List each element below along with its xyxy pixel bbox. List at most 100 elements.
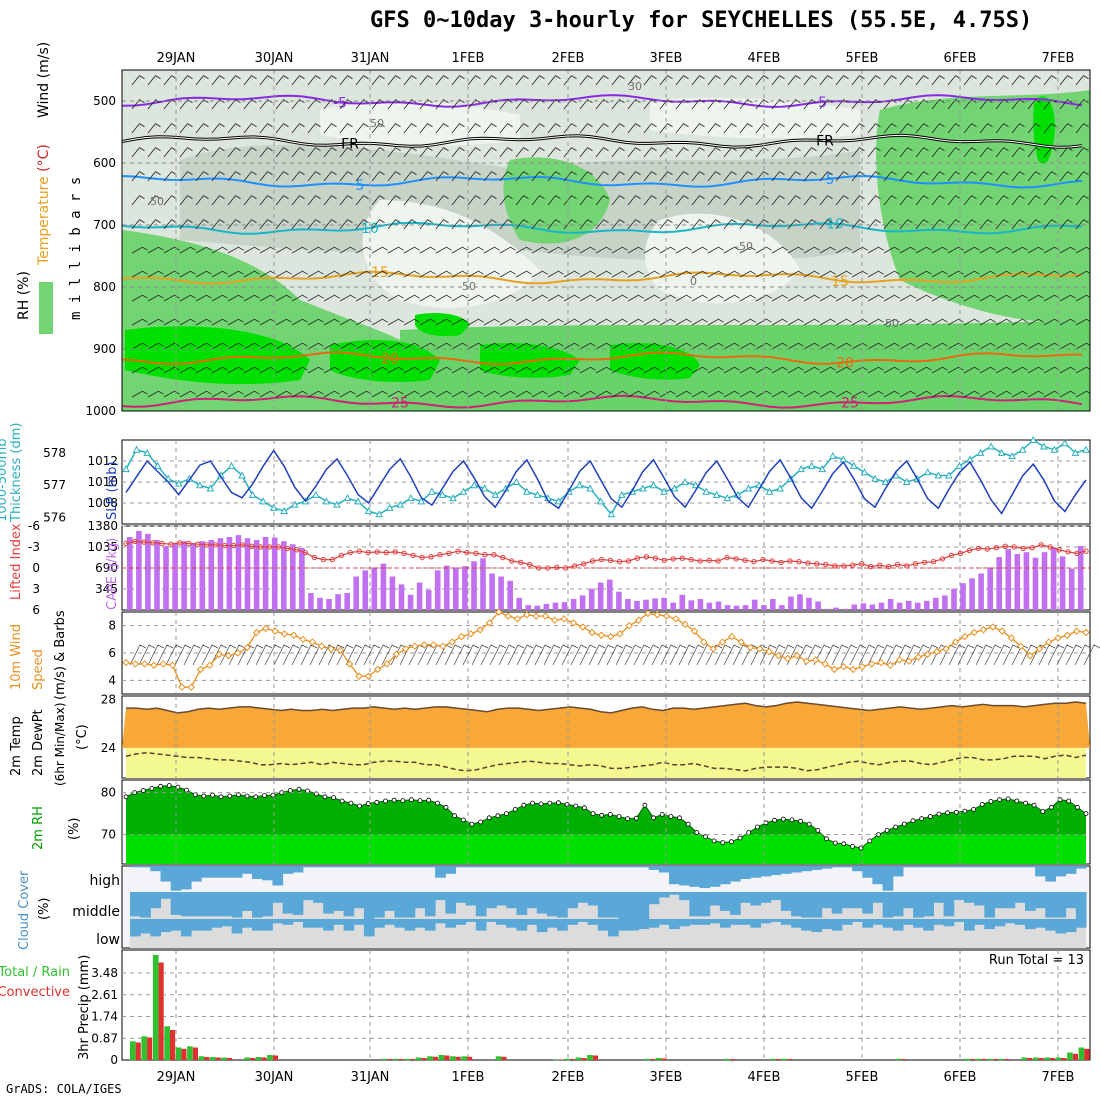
li-point	[374, 549, 380, 555]
li-point	[670, 556, 676, 562]
precip-total-bar	[244, 1057, 250, 1060]
cloud-bar	[577, 866, 589, 868]
cloud-bar	[170, 919, 182, 931]
li-point	[401, 550, 407, 556]
rh-contour-label: 50	[885, 317, 899, 330]
wind-speed-point	[756, 645, 764, 653]
cloud-bar	[150, 919, 161, 937]
rh-point	[123, 794, 129, 800]
li-tick-label: -6	[28, 519, 40, 533]
cape-bar	[434, 570, 441, 610]
thickness-point	[206, 484, 215, 492]
wind-speed-point	[345, 660, 354, 668]
thickness-point	[354, 497, 362, 505]
wind-speed-point	[439, 642, 447, 650]
cape-bar	[715, 601, 722, 610]
rh-region-moist-2	[400, 320, 1090, 411]
thickness-point	[607, 510, 616, 518]
cloud-bar	[780, 919, 792, 925]
li-point	[266, 544, 273, 550]
date-label-top: 29JAN	[157, 51, 196, 66]
rh-point	[184, 787, 189, 793]
wind-speed-point	[653, 611, 661, 619]
cloud-bar	[516, 866, 528, 868]
precip-total-bar	[404, 1058, 410, 1061]
li-point	[823, 561, 829, 568]
rh-point	[902, 821, 907, 827]
rh-point	[1040, 809, 1046, 814]
li-point	[491, 552, 497, 558]
slp-tick-label: 1008	[87, 496, 118, 510]
cloud-bar	[1045, 919, 1056, 931]
cloud-bar	[841, 919, 853, 925]
cloud-bar	[333, 866, 345, 868]
precip-total-bar	[975, 1058, 982, 1061]
cloud-bar	[597, 892, 609, 918]
precip-conv-bar	[455, 1056, 461, 1061]
temp-legend-label: Temperature (°C)	[36, 144, 52, 266]
rh-point	[633, 815, 639, 821]
thickness-point	[945, 471, 953, 479]
cloud-bar	[465, 892, 477, 906]
li-point	[473, 550, 479, 556]
cape-bar	[281, 541, 287, 610]
cloud-bar	[862, 866, 873, 878]
cape-bar	[661, 597, 667, 610]
rh-contour-label: 30	[628, 80, 642, 93]
thickness-point	[807, 461, 816, 469]
cape-bar	[697, 599, 704, 610]
cloud-bar	[913, 892, 924, 918]
thickness-axis-title: Thickness (dm)	[9, 423, 24, 523]
li-point	[123, 540, 129, 547]
cloud-bar	[902, 892, 914, 909]
cape-axis: 345 690 1035 1380 -6 -3 0 3 6	[28, 519, 118, 617]
cloud-bar	[740, 919, 751, 925]
rh-point	[521, 802, 527, 808]
cloud-bar	[363, 892, 375, 919]
date-axis-bottom: 29JAN 30JAN 31JAN 1FEB 2FEB 3FEB 4FEB 5FEB 6FEB 7…	[157, 1070, 1075, 1085]
li-point	[1056, 547, 1062, 553]
cloud-bar	[943, 919, 955, 927]
cape-bar	[706, 602, 713, 610]
pressure-tick-label: 1000	[85, 404, 116, 418]
cloud-bar	[852, 919, 863, 922]
wind-speed-point	[700, 638, 708, 646]
wind-speed-point	[746, 643, 755, 652]
cloud-bar	[1055, 892, 1067, 918]
cloud-bar	[801, 892, 812, 918]
li-point	[589, 558, 596, 564]
thickness-point	[923, 468, 932, 476]
cloud-bar	[547, 919, 558, 928]
rh-point	[261, 793, 267, 798]
temp-axis-unit: (°C)	[75, 724, 90, 750]
cloud-bar	[435, 892, 446, 901]
cape-bar	[607, 579, 613, 610]
li-point	[966, 547, 973, 554]
li-point	[894, 561, 901, 568]
rh-point	[140, 788, 146, 793]
cloud-bar	[638, 892, 650, 919]
cloud-bar	[272, 892, 284, 903]
precip-total-bar	[724, 1058, 730, 1061]
wind-barb-row	[129, 644, 1100, 666]
cloud-bar	[658, 919, 670, 925]
rh-point	[893, 824, 899, 830]
cape-bar	[761, 605, 767, 610]
cloud-bar	[302, 919, 314, 928]
cape-bar	[127, 537, 133, 610]
wind-speed-point	[383, 660, 391, 668]
rh-point	[374, 799, 380, 805]
li-point	[814, 561, 820, 567]
wind-speed-point	[662, 612, 671, 620]
cloud-bar	[709, 866, 721, 887]
cloud-bar	[536, 892, 548, 914]
rh-region-saturated-2	[330, 340, 440, 382]
rh-point	[1066, 798, 1072, 804]
li-point	[347, 549, 353, 556]
contour-label: 15	[831, 274, 849, 290]
li-point	[832, 563, 838, 569]
cape-bar	[1023, 552, 1030, 610]
rh-point	[936, 811, 942, 817]
cape-bar	[570, 599, 577, 610]
cloud-bar	[201, 919, 212, 931]
